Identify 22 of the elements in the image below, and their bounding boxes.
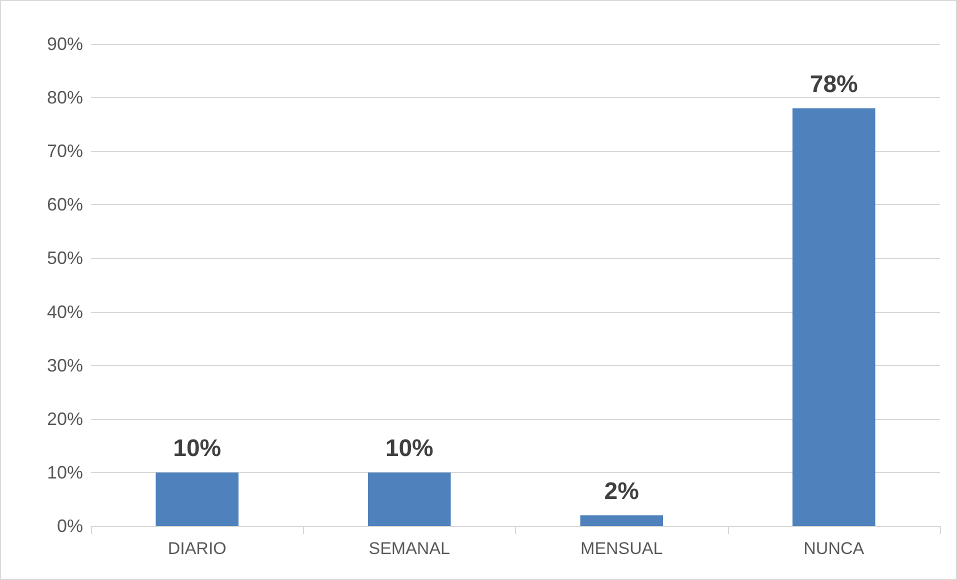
- data-label: 2%: [604, 478, 639, 505]
- y-tick-label: 80%: [46, 88, 83, 108]
- data-label: 10%: [173, 434, 222, 462]
- x-tick-label: DIARIO: [168, 539, 226, 558]
- data-label: 78%: [810, 70, 858, 98]
- y-tick-label: 60%: [46, 194, 83, 215]
- x-tick-label: NUNCA: [804, 539, 865, 558]
- y-tick-label: 20%: [46, 408, 83, 429]
- y-tick-label: 0%: [56, 516, 83, 536]
- y-tick-label: 10%: [46, 462, 83, 482]
- bar: [156, 472, 239, 526]
- y-tick-label: 30%: [46, 355, 83, 376]
- x-tick-label: SEMANAL: [368, 539, 450, 558]
- data-label: 10%: [385, 434, 434, 462]
- y-tick-label: 40%: [46, 302, 83, 322]
- bar: [792, 108, 876, 526]
- y-tick-label: 70%: [46, 141, 83, 162]
- y-tick-label: 50%: [46, 248, 83, 268]
- y-tick-label: 90%: [46, 34, 83, 54]
- x-tick-label: MENSUAL: [580, 539, 663, 558]
- bar: [368, 472, 451, 526]
- bar: [580, 515, 664, 526]
